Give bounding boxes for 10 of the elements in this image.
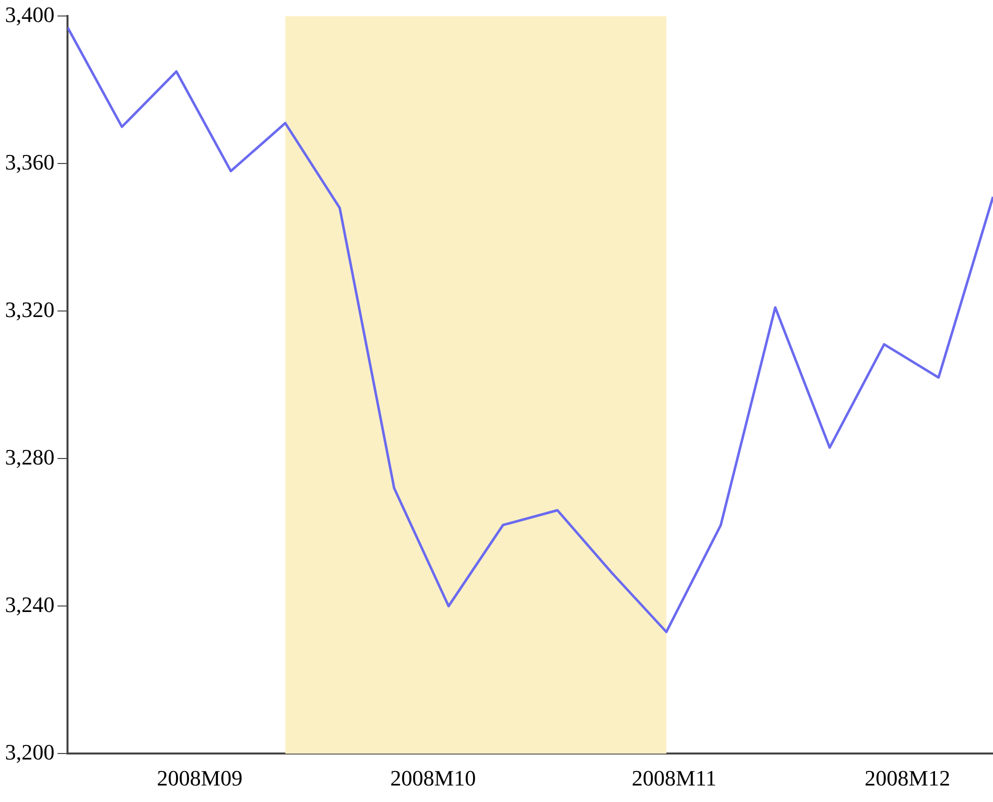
y-tick-label: 3,400 — [5, 2, 54, 27]
x-tick-label: 2008M09 — [156, 766, 242, 791]
y-tick-label: 3,240 — [5, 592, 54, 617]
x-tick-label: 2008M12 — [864, 766, 950, 791]
y-tick-label: 3,320 — [5, 296, 54, 322]
y-tick-label: 3,360 — [5, 149, 54, 174]
y-tick-label: 3,280 — [5, 444, 54, 470]
x-tick-label: 2008M11 — [632, 766, 717, 791]
x-tick-label: 2008M10 — [390, 766, 476, 791]
y-tick-label: 3,200 — [5, 739, 54, 764]
